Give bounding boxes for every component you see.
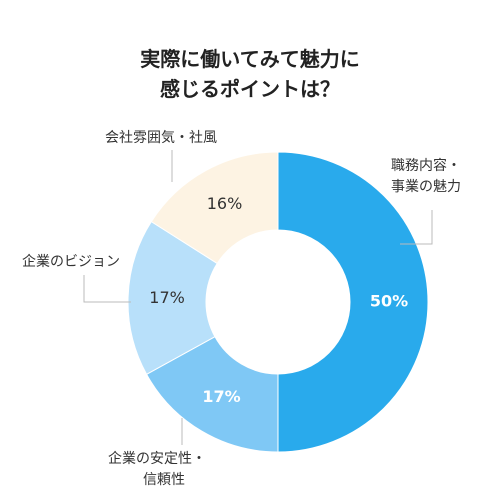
leader-line-vision [83,275,131,303]
chart-title: 実際に働いてみて魅力に 感じるポイントは？ [0,44,500,104]
value-label-job-content: 50% [370,292,408,311]
chart-title-line-1: 実際に働いてみて魅力に [140,47,360,71]
value-label-vision: 17% [149,288,185,307]
slice-vision [127,220,218,375]
slice-value-labels: 50% 17% 17% 16% [149,194,408,406]
slice-stability [145,336,279,453]
value-label-stability: 17% [202,387,240,406]
donut-slices [127,151,429,453]
category-label-stability-line-1: 企業の安定性・ [108,451,206,467]
category-label-vision: 企業のビジョン [22,252,120,273]
category-label-job-content-line-1: 職務内容・ [391,158,461,174]
category-label-job-content: 職務内容・ 事業の魅力 [391,156,461,198]
value-label-culture: 16% [207,194,243,213]
slice-culture [150,151,279,265]
category-label-stability-line-2: 信頼性 [143,472,185,488]
category-label-culture: 会社雰囲気・社風 [105,128,217,149]
category-label-stability: 企業の安定性・ 信頼性 [108,449,206,491]
category-label-vision-line-1: 企業のビジョン [22,254,120,270]
category-label-culture-line-1: 会社雰囲気・社風 [105,130,217,146]
slice-job-content [277,151,429,453]
category-label-job-content-line-2: 事業の魅力 [391,179,461,195]
leader-line-job-content [400,210,433,245]
chart-title-line-2: 感じるポイントは？ [160,77,340,101]
leader-lines [83,150,433,445]
